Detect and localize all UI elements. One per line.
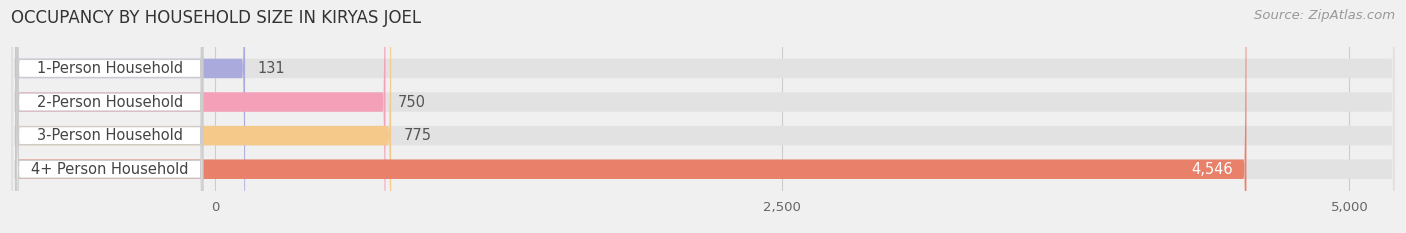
Text: 2-Person Household: 2-Person Household <box>37 95 183 110</box>
FancyBboxPatch shape <box>11 0 1395 233</box>
FancyBboxPatch shape <box>15 0 391 233</box>
Text: 750: 750 <box>398 95 426 110</box>
Text: 4,546: 4,546 <box>1191 162 1233 177</box>
FancyBboxPatch shape <box>15 0 245 233</box>
Text: 131: 131 <box>257 61 285 76</box>
Text: Source: ZipAtlas.com: Source: ZipAtlas.com <box>1254 9 1395 22</box>
FancyBboxPatch shape <box>11 0 1395 233</box>
FancyBboxPatch shape <box>17 0 202 233</box>
Text: 775: 775 <box>404 128 432 143</box>
FancyBboxPatch shape <box>17 0 202 233</box>
FancyBboxPatch shape <box>15 0 385 233</box>
Text: 1-Person Household: 1-Person Household <box>37 61 183 76</box>
FancyBboxPatch shape <box>11 0 1395 233</box>
FancyBboxPatch shape <box>17 0 202 233</box>
Text: OCCUPANCY BY HOUSEHOLD SIZE IN KIRYAS JOEL: OCCUPANCY BY HOUSEHOLD SIZE IN KIRYAS JO… <box>11 9 422 27</box>
Text: 4+ Person Household: 4+ Person Household <box>31 162 188 177</box>
Text: 3-Person Household: 3-Person Household <box>37 128 183 143</box>
FancyBboxPatch shape <box>17 0 202 233</box>
FancyBboxPatch shape <box>11 0 1395 233</box>
FancyBboxPatch shape <box>15 0 1247 233</box>
